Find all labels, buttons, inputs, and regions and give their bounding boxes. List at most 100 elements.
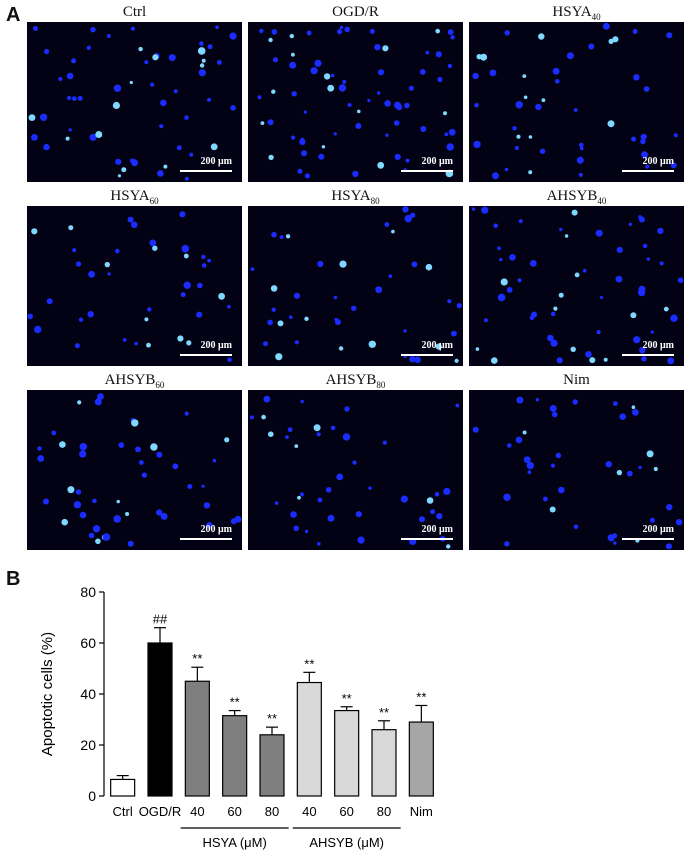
nucleus <box>582 268 587 273</box>
nucleus <box>28 114 36 121</box>
nucleus <box>290 511 297 518</box>
nucleus <box>504 30 510 36</box>
nucleus <box>616 469 623 476</box>
scalebar-label: 200 μm <box>642 340 675 351</box>
nucleus <box>163 164 168 169</box>
nucleus <box>504 167 509 172</box>
nucleus <box>506 287 513 293</box>
nucleus <box>268 154 274 161</box>
micro-title: Nim <box>469 372 684 390</box>
nucleus <box>550 311 556 317</box>
nucleus <box>37 455 45 462</box>
nucleus <box>330 73 335 78</box>
nucleus <box>330 425 336 431</box>
nucleus <box>291 135 296 140</box>
nucleus <box>384 222 390 227</box>
nucleus <box>528 135 533 139</box>
x-tick-label: 40 <box>302 804 316 819</box>
bar <box>110 778 136 797</box>
nucleus <box>201 58 206 63</box>
micro-title: HSYA60 <box>27 188 242 206</box>
nucleus <box>550 339 558 347</box>
nucleus <box>529 315 535 321</box>
nucleus <box>549 506 556 513</box>
micro-panel-hsya60: HSYA60 200 μm <box>27 188 242 384</box>
nucleus <box>643 86 650 92</box>
nucleus <box>159 124 164 129</box>
nucleus <box>612 401 618 406</box>
nucleus <box>677 277 684 283</box>
nucleus <box>529 260 537 267</box>
micro-title-sub: 60 <box>149 196 159 206</box>
nucleus <box>59 441 66 448</box>
nucleus <box>68 225 74 231</box>
nucleus <box>117 174 121 178</box>
nucleus <box>641 356 647 362</box>
fluorescence-image: 200 μm <box>469 206 684 366</box>
nucleus <box>640 138 646 145</box>
nucleus <box>277 320 284 327</box>
nucleus <box>173 89 178 94</box>
nucleus <box>589 357 596 364</box>
nucleus <box>210 143 218 151</box>
scalebar <box>622 354 674 356</box>
nucleus <box>323 73 331 80</box>
nucleus <box>88 532 95 539</box>
nucleus <box>44 48 50 55</box>
nucleus <box>564 234 569 238</box>
nucleus <box>112 101 120 110</box>
nucleus <box>268 431 274 437</box>
micro-panel-hsya40: HSYA40 200 μm <box>469 4 684 200</box>
nucleus <box>535 398 540 402</box>
nucleus <box>666 504 673 511</box>
micro-title-name: Nim <box>563 372 590 388</box>
micro-title: AHSYB40 <box>469 188 684 206</box>
nucleus <box>303 110 307 114</box>
nucleus <box>599 295 604 300</box>
nucleus <box>369 28 375 34</box>
nucleus <box>306 30 312 36</box>
nucleus <box>344 406 350 412</box>
nucleus <box>73 501 82 509</box>
fluorescence-image: 200 μm <box>248 206 463 366</box>
nucleus <box>336 473 344 481</box>
nucleus <box>509 254 516 261</box>
nucleus <box>558 292 564 298</box>
nucleus <box>250 267 255 271</box>
nucleus <box>410 212 416 218</box>
nucleus <box>492 172 499 180</box>
scalebar-label: 200 μm <box>200 340 233 351</box>
scalebar-label: 200 μm <box>200 524 233 535</box>
nucleus <box>550 463 556 468</box>
x-tick-label: 60 <box>339 804 353 819</box>
nucleus <box>144 317 149 322</box>
nucleus <box>411 261 418 268</box>
nucleus <box>104 261 111 268</box>
nucleus <box>301 150 307 157</box>
nucleus <box>150 443 158 451</box>
nucleus <box>517 278 522 283</box>
nucleus <box>172 463 179 470</box>
nucleus <box>160 512 168 520</box>
significance-mark: ## <box>153 612 168 627</box>
nucleus <box>325 487 332 493</box>
nucleus <box>152 245 158 251</box>
nucleus <box>86 45 91 50</box>
nucleus <box>46 298 53 305</box>
nucleus <box>90 27 96 33</box>
nucleus <box>471 207 476 211</box>
nucleus <box>72 248 77 253</box>
nucleus <box>377 69 385 76</box>
nuclei-svg <box>472 22 678 180</box>
nucleus <box>670 314 678 322</box>
nucleus <box>408 85 414 91</box>
micro-title: AHSYB60 <box>27 372 242 390</box>
nucleus <box>217 60 222 65</box>
nucleus <box>616 246 623 253</box>
nucleus <box>66 72 74 80</box>
nucleus <box>156 509 163 516</box>
nucleus <box>425 263 433 271</box>
nucleus <box>186 340 192 346</box>
nucleus <box>603 357 608 362</box>
scalebar-label: 200 μm <box>421 156 454 167</box>
